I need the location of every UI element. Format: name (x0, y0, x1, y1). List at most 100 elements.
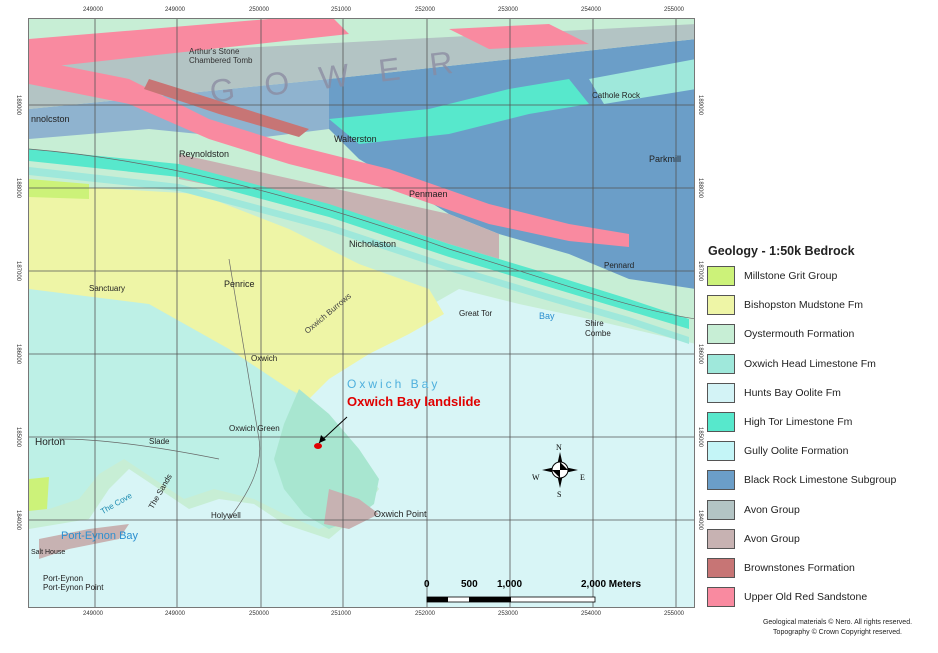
legend-swatch (707, 558, 735, 578)
roads (29, 148, 694, 520)
place-port-eynon-point: Port-Eynon Point (43, 583, 104, 592)
easting-label: 249000 (165, 7, 186, 13)
easting-label-bottom: 253000 (498, 611, 519, 617)
water-oxwich-bay: Oxwich Bay (347, 377, 441, 391)
easting-label: 253000 (498, 7, 519, 13)
easting-label-bottom: 255000 (664, 611, 685, 617)
legend-label: Oystermouth Formation (744, 328, 855, 341)
easting-label: 250000 (249, 7, 270, 13)
millstone-grit-area (29, 179, 89, 199)
easting-label: 255000 (664, 7, 685, 13)
map-canvas (29, 19, 694, 607)
legend-swatch (707, 353, 735, 374)
scale-bar (426, 596, 596, 603)
scale-tick-1000: 1,000 (497, 579, 523, 590)
geology-map[interactable]: GOWER Arthur's Stone Chambered Tomb nnol… (28, 18, 695, 608)
place-reynoldston: Reynoldston (179, 149, 230, 159)
old-red-band-3 (449, 24, 589, 49)
legend-swatch (707, 324, 735, 345)
millstone-grit-area-2 (29, 477, 49, 511)
place-port-eynon: Port-Eynon (43, 574, 84, 583)
legend-label: Millstone Grit Group (744, 270, 838, 282)
northing-label-right: 184000 (697, 509, 704, 531)
landslide-marker (314, 443, 322, 449)
legend-label: Brownstones Formation (744, 562, 855, 574)
north-arrow-e: E (580, 473, 585, 482)
easting-label-bottom: 251000 (331, 611, 352, 617)
legend-swatch (707, 266, 735, 286)
legend-label: Hunts Bay Oolite Fm (744, 386, 841, 399)
legend-swatch (707, 528, 735, 549)
legend-label: Bishopston Mudstone Fm (744, 299, 864, 312)
easting-label-bottom: 252000 (415, 611, 436, 617)
northing-label-right: 189000 (697, 94, 704, 116)
legend-label: Oxwich Head Limestone Fm (744, 357, 876, 370)
easting-label-bottom: 249000 (165, 611, 186, 617)
north-arrow-s: S (557, 490, 562, 499)
oxwich-point-rocks (324, 489, 379, 529)
place-holywell: Holywell (211, 511, 241, 520)
copyright-notice: Geological materials © Nero. All rights … (740, 618, 935, 638)
place-knelston: nnolcston (31, 114, 70, 124)
place-slade: Slade (149, 437, 170, 446)
high-tor-band-3 (329, 79, 589, 144)
easting-label-bottom: 254000 (581, 611, 602, 617)
place-penrice: Penrice (224, 279, 255, 289)
bishopston-mudstone-area (29, 184, 444, 399)
port-eynon-rocks (39, 524, 129, 559)
northing-label: 184000 (15, 509, 22, 531)
place-sanctuary: Sanctuary (89, 284, 126, 293)
easting-label: 251000 (331, 7, 352, 13)
place-oxwich: Oxwich (251, 354, 278, 363)
easting-label: 254000 (581, 7, 602, 13)
water-bay: Bay (539, 311, 555, 321)
north-arrow-n: N (556, 443, 562, 452)
northing-label-right: 185000 (697, 426, 704, 448)
legend-swatch (707, 295, 735, 316)
high-tor-band-4 (589, 59, 694, 104)
oxwich-headland (274, 389, 379, 529)
place-cathole-rock: Cathole Rock (592, 91, 641, 100)
scale-tick-2000: 2,000 Meters (581, 579, 642, 590)
place-penmaen: Penmaen (409, 189, 448, 199)
place-walterston: Walterston (334, 134, 377, 144)
northing-label: 188000 (15, 177, 22, 199)
northing-label: 189000 (15, 94, 22, 116)
place-parkmill: Parkmill (649, 154, 682, 164)
avon-band-2 (179, 154, 499, 259)
place-chambered-tomb: Chambered Tomb (189, 56, 253, 65)
scale-tick-0: 0 (424, 579, 430, 590)
legend-label: Black Rock Limestone Subgroup (744, 474, 897, 487)
legend-swatch (707, 587, 735, 608)
place-great-tor: Great Tor (459, 309, 493, 318)
place-horton: Horton (35, 437, 66, 448)
copyright-geology: Geological materials © Nero. All rights … (762, 619, 913, 626)
place-oxwich-green: Oxwich Green (229, 424, 280, 433)
legend-swatch (707, 382, 735, 403)
legend-label: Gully Oolite Formation (744, 445, 849, 458)
northing-label: 186000 (15, 343, 22, 365)
landslide-label: Oxwich Bay landslide (347, 394, 481, 409)
old-red-band-1 (29, 19, 349, 69)
legend-label: Avon Group (744, 532, 800, 545)
place-shire-combe: Shire Combe (585, 319, 611, 338)
place-arthurs-stone: Arthur's Stone (189, 47, 240, 56)
legend-swatch (707, 441, 735, 462)
landslide-pointer-head (319, 435, 326, 443)
oxwich-point-label: Oxwich Point (374, 509, 427, 519)
old-red-band-2 (29, 59, 629, 247)
easting-label: 249000 (83, 7, 104, 13)
easting-label-bottom: 250000 (249, 611, 270, 617)
copyright-topography: Topography © Crown Copyright reserved. (773, 629, 902, 636)
legend-label: Avon Group (744, 503, 800, 516)
northing-label-right: 186000 (697, 343, 704, 365)
brownstones-band (144, 79, 309, 137)
easting-label-bottom: 249000 (83, 611, 104, 617)
legend-swatch (707, 499, 735, 520)
legend-swatch (707, 412, 735, 432)
northing-label-right: 188000 (697, 177, 704, 199)
legend-label: High Tor Limestone Fm (744, 416, 853, 428)
northing-label: 187000 (15, 260, 22, 282)
legend-swatch (707, 470, 735, 491)
place-pennard: Pennard (604, 261, 635, 270)
